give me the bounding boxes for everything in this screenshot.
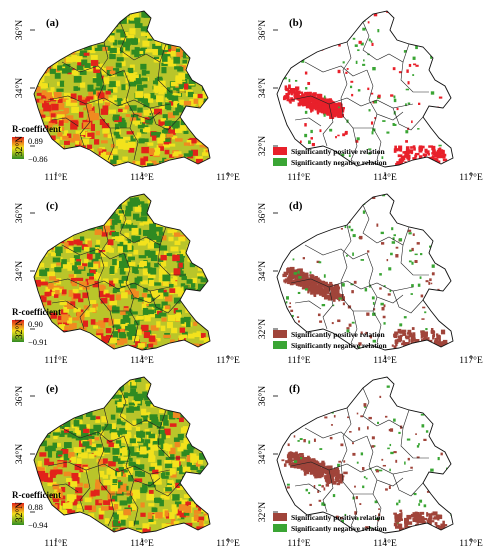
negative-label: Significantly negative relation bbox=[291, 524, 388, 533]
y-tick-label: 32°N bbox=[14, 502, 25, 522]
y-tick-label: 36°N bbox=[257, 203, 268, 223]
x-tick-label: 117°E bbox=[216, 172, 240, 183]
negative-label: Significantly negative relation bbox=[291, 341, 388, 350]
y-tick-label: 32°N bbox=[257, 502, 268, 522]
province-outline bbox=[276, 10, 454, 168]
y-tick-label: 34°N bbox=[257, 444, 268, 464]
map-svg: R-coefficient 0.90 −0.91 36°N 34°N 32°N 111°E 1… bbox=[12, 193, 240, 366]
positive-swatch bbox=[273, 330, 287, 338]
province-outline bbox=[33, 193, 211, 351]
map-svg: R-coefficient 0.89 −0.86 36°N 34°N 32°N 111°E 1… bbox=[12, 10, 240, 183]
negative-swatch bbox=[273, 341, 287, 349]
district-boundaries bbox=[47, 21, 186, 161]
y-tick-label: 34°N bbox=[257, 78, 268, 98]
legend-title: R-coefficient bbox=[12, 124, 61, 134]
positive-label: Significantly positive relation bbox=[291, 330, 385, 339]
positive-label: Significantly positive relation bbox=[291, 513, 385, 522]
x-tick-label: 114°E bbox=[130, 355, 154, 366]
negative-swatch bbox=[273, 524, 287, 532]
colorbar-legend: R-coefficient 0.89 −0.86 bbox=[12, 124, 61, 164]
province-outline bbox=[276, 193, 454, 351]
colorbar-legend: R-coefficient 0.88 −0.94 bbox=[12, 490, 61, 530]
district-boundaries bbox=[290, 21, 429, 161]
panel-label: (c) bbox=[46, 200, 59, 212]
y-tick-label: 36°N bbox=[257, 20, 268, 40]
x-tick-label: 111°E bbox=[287, 538, 310, 549]
map-svg: Significantly positive relation Significa… bbox=[257, 10, 483, 183]
positive-label: Significantly positive relation bbox=[291, 147, 385, 156]
significance-legend: Significantly positive relation Significa… bbox=[273, 330, 388, 350]
y-tick-label: 34°N bbox=[257, 261, 268, 281]
y-tick-label: 32°N bbox=[257, 319, 268, 339]
province-outline bbox=[33, 376, 211, 534]
district-boundaries bbox=[47, 204, 186, 344]
positive-swatch bbox=[273, 147, 287, 155]
map-panel-e: R-coefficient 0.88 −0.94 36°N 34°N 32°N 111°E 1… bbox=[0, 366, 243, 549]
colorbar-max-label: 0.90 bbox=[28, 319, 43, 329]
y-tick-label: 34°N bbox=[14, 444, 25, 464]
map-panel-c: R-coefficient 0.90 −0.91 36°N 34°N 32°N 111°E 1… bbox=[0, 183, 243, 366]
map-panel-b: Significantly positive relation Significa… bbox=[243, 0, 486, 183]
panel-label: (f) bbox=[289, 383, 300, 395]
significance-legend: Significantly positive relation Significa… bbox=[273, 147, 388, 167]
panel-label: (b) bbox=[289, 17, 303, 29]
colorbar-min-label: −0.91 bbox=[28, 337, 48, 347]
legend-title: R-coefficient bbox=[12, 307, 61, 317]
colorbar-max-label: 0.88 bbox=[28, 502, 43, 512]
significance-raster bbox=[277, 377, 453, 533]
map-svg: Significantly positive relation Significa… bbox=[257, 193, 483, 366]
panel-label: (a) bbox=[46, 17, 59, 29]
x-tick-label: 111°E bbox=[287, 172, 310, 183]
x-tick-label: 114°E bbox=[130, 172, 154, 183]
map-svg: Significantly positive relation Significa… bbox=[257, 376, 483, 549]
province-outline bbox=[33, 10, 211, 168]
legend-title: R-coefficient bbox=[12, 490, 61, 500]
significance-legend: Significantly positive relation Significa… bbox=[273, 513, 388, 533]
x-tick-label: 114°E bbox=[373, 538, 397, 549]
x-tick-label: 117°E bbox=[459, 355, 483, 366]
negative-label: Significantly negative relation bbox=[291, 158, 388, 167]
panel-label: (e) bbox=[46, 383, 59, 395]
colorbar bbox=[12, 137, 24, 159]
y-tick-label: 36°N bbox=[14, 203, 25, 223]
panel-label: (d) bbox=[289, 200, 303, 212]
x-tick-label: 117°E bbox=[216, 355, 240, 366]
significance-raster bbox=[277, 11, 453, 167]
y-tick-label: 32°N bbox=[14, 319, 25, 339]
y-tick-label: 36°N bbox=[257, 386, 268, 406]
x-tick-label: 111°E bbox=[287, 355, 310, 366]
colorbar-min-label: −0.94 bbox=[28, 520, 48, 530]
district-boundaries bbox=[290, 204, 429, 344]
x-tick-label: 117°E bbox=[459, 538, 483, 549]
y-tick-label: 34°N bbox=[14, 261, 25, 281]
y-tick-label: 32°N bbox=[257, 136, 268, 156]
province-outline bbox=[276, 376, 454, 534]
x-tick-label: 117°E bbox=[216, 538, 240, 549]
x-tick-label: 117°E bbox=[459, 172, 483, 183]
district-boundaries bbox=[290, 387, 429, 527]
x-tick-label: 114°E bbox=[373, 355, 397, 366]
x-tick-label: 114°E bbox=[373, 172, 397, 183]
x-tick-label: 111°E bbox=[44, 538, 67, 549]
colorbar-max-label: 0.89 bbox=[28, 136, 43, 146]
y-tick-label: 34°N bbox=[14, 78, 25, 98]
x-tick-label: 114°E bbox=[130, 538, 154, 549]
significance-raster bbox=[277, 194, 453, 350]
y-tick-label: 36°N bbox=[14, 386, 25, 406]
negative-swatch bbox=[273, 158, 287, 166]
colorbar-min-label: −0.86 bbox=[28, 154, 48, 164]
positive-swatch bbox=[273, 513, 287, 521]
y-tick-label: 32°N bbox=[14, 136, 25, 156]
map-svg: R-coefficient 0.88 −0.94 36°N 34°N 32°N 111°E 1… bbox=[12, 376, 240, 549]
district-boundaries bbox=[47, 387, 186, 527]
colorbar bbox=[12, 320, 24, 342]
x-tick-label: 111°E bbox=[44, 355, 67, 366]
colorbar bbox=[12, 503, 24, 525]
map-panel-f: Significantly positive relation Significa… bbox=[243, 366, 486, 549]
x-tick-label: 111°E bbox=[44, 172, 67, 183]
colorbar-legend: R-coefficient 0.90 −0.91 bbox=[12, 307, 61, 347]
map-panel-a: R-coefficient 0.89 −0.86 36°N 34°N 32°N 111°E 1… bbox=[0, 0, 243, 183]
y-tick-label: 36°N bbox=[14, 20, 25, 40]
map-panel-d: Significantly positive relation Significa… bbox=[243, 183, 486, 366]
